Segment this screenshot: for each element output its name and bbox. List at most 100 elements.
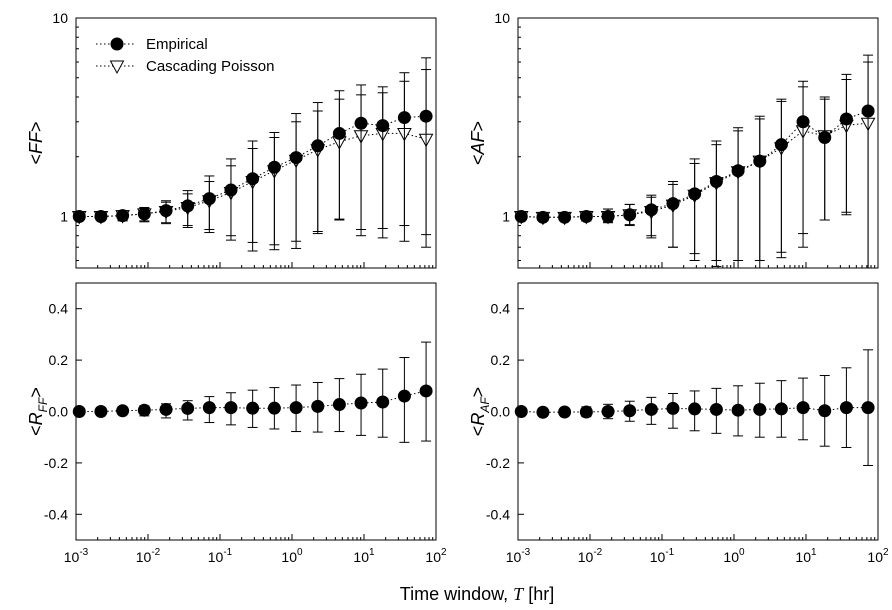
data-point <box>579 209 593 223</box>
data-point <box>72 405 86 418</box>
data-point <box>536 210 550 224</box>
data-point <box>397 389 411 403</box>
data-point <box>267 401 281 415</box>
data-point <box>311 399 325 413</box>
data-point <box>514 405 528 418</box>
chart-panel-top-right: 1 10 <AF> <box>468 10 879 269</box>
data-point <box>579 405 593 419</box>
data-point <box>644 402 658 416</box>
data-point <box>94 209 108 223</box>
chart-panel-bottom-right: 10-3 10-2 10-1 100 101 102 0.4 0.2 0.0 -0.2 -0.4 <R… <box>468 282 889 565</box>
chart-panel-top-left: 1 10 <FF> Empirical Cascading Poisson <box>26 10 437 269</box>
data-point <box>289 151 303 165</box>
y-tick-label: -0.2 <box>486 455 510 471</box>
data-point <box>159 402 173 416</box>
y-tick-label: 0.4 <box>49 301 69 317</box>
legend: Empirical Cascading Poisson <box>96 36 274 75</box>
data-point <box>601 209 615 223</box>
y-tick-label: -0.2 <box>44 455 68 471</box>
data-point <box>289 401 303 415</box>
series-line <box>79 132 427 217</box>
data-point <box>623 208 637 222</box>
y-axis-label: <RFF> <box>26 387 50 436</box>
series-circle <box>514 349 875 466</box>
series-circle <box>514 54 875 269</box>
data-point <box>536 405 550 419</box>
y-tick-label: -0.4 <box>44 506 68 522</box>
x-tick-label: 100 <box>281 547 303 565</box>
y-tick-label: 1 <box>502 208 510 224</box>
series-line <box>79 115 427 217</box>
y-tick-label: 0.4 <box>491 301 511 317</box>
data-point <box>601 405 615 418</box>
x-tick-label: 10-3 <box>506 547 531 565</box>
x-tick-label: 10-3 <box>64 547 89 565</box>
y-tick-label: 10 <box>494 10 510 26</box>
x-tick-label: 10-1 <box>208 547 233 565</box>
y-tick-label: 0.0 <box>491 404 511 420</box>
plot-frame <box>75 17 437 269</box>
data-point <box>419 384 433 398</box>
y-tick-label: -0.4 <box>486 506 510 522</box>
data-point <box>666 197 680 211</box>
data-point <box>246 172 260 186</box>
data-point <box>731 403 745 417</box>
y-tick-label: 0.2 <box>49 352 69 368</box>
data-point <box>419 109 433 123</box>
x-axis-label: Time window, T [hr] <box>400 584 554 604</box>
data-point <box>159 204 173 218</box>
data-point <box>354 396 368 410</box>
x-tick-label: 101 <box>353 547 375 565</box>
data-point <box>839 112 853 126</box>
data-point <box>558 210 572 224</box>
data-point <box>94 405 108 418</box>
y-axis-label: <FF> <box>26 121 46 164</box>
data-point <box>137 403 151 417</box>
data-point <box>709 402 723 416</box>
y-tick-label: 0.0 <box>49 404 69 420</box>
data-point <box>224 401 238 415</box>
series-circle <box>72 57 433 252</box>
data-point <box>796 115 810 129</box>
data-point <box>376 119 390 133</box>
y-axis-label: <AF> <box>468 121 488 165</box>
plot-frame <box>517 17 879 269</box>
data-point <box>116 404 130 418</box>
data-point <box>181 401 195 415</box>
data-point <box>753 154 767 168</box>
data-point <box>818 404 832 418</box>
data-point <box>332 398 346 412</box>
series-circle <box>72 341 433 443</box>
data-point <box>246 401 260 415</box>
x-tick-label: 10-2 <box>136 547 161 565</box>
x-tick-label: 102 <box>425 547 447 565</box>
x-tick-label: 102 <box>867 547 889 565</box>
data-point <box>861 104 875 118</box>
data-point <box>72 209 86 223</box>
data-point <box>731 164 745 178</box>
y-tick-label: 0.2 <box>491 352 511 368</box>
data-point <box>688 187 702 201</box>
legend-marker-triangle <box>109 60 125 75</box>
y-tick-label: 10 <box>52 10 68 26</box>
data-point <box>397 111 411 125</box>
data-point <box>202 401 216 415</box>
data-point <box>376 395 390 409</box>
chart-panel-bottom-left: 10-3 10-2 10-1 100 101 102 0.4 0.2 0.0 -0.2 -0.4 <R… <box>26 282 447 565</box>
data-point <box>861 401 875 415</box>
data-point <box>137 207 151 221</box>
data-point <box>666 401 680 415</box>
data-point <box>116 209 130 223</box>
data-point <box>774 402 788 416</box>
data-point <box>644 203 658 217</box>
x-tick-label: 10-1 <box>650 547 675 565</box>
data-point <box>818 130 832 144</box>
data-point <box>688 402 702 416</box>
legend-label: Cascading Poisson <box>146 58 274 75</box>
data-point <box>796 401 810 415</box>
legend-label: Empirical <box>146 36 208 53</box>
x-tick-label: 10-2 <box>578 547 603 565</box>
x-tick-label: 100 <box>723 547 745 565</box>
y-tick-label: 1 <box>60 208 68 224</box>
